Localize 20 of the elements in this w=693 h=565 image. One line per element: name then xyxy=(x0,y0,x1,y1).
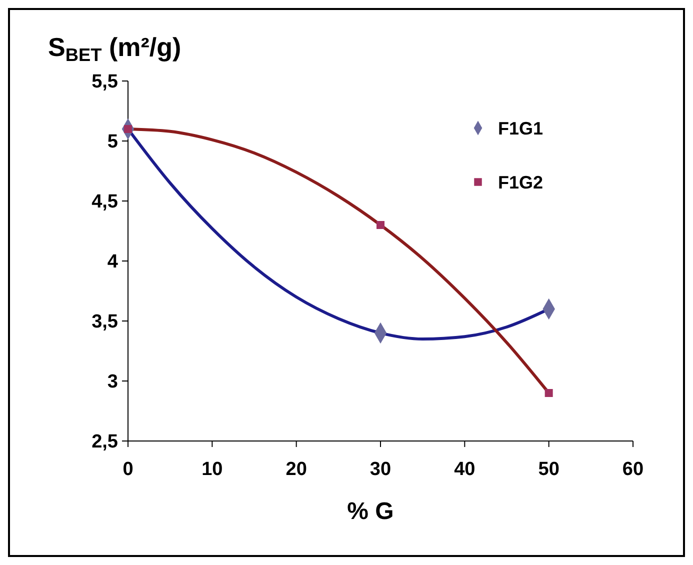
x-axis-title: % G xyxy=(347,498,394,525)
point xyxy=(544,389,553,397)
y-tick-label: 3 xyxy=(107,372,118,393)
y-tick-label: 5,5 xyxy=(92,72,118,93)
x-tick-label: 40 xyxy=(454,459,476,480)
y-axis-title: S$_{BET}$ (m²/g) xyxy=(48,32,182,66)
point xyxy=(376,221,384,229)
x-tick-label: 0 xyxy=(122,459,134,480)
x-tick-label: 30 xyxy=(370,459,392,480)
x-tick-label: 60 xyxy=(622,459,644,480)
y-tick-label: 4 xyxy=(107,252,118,273)
y-tick-label: 4,5 xyxy=(92,192,118,213)
y-tick-label: 2,5 xyxy=(92,432,118,453)
y-tick-label: 5 xyxy=(107,132,118,153)
legend-label: F1G1 xyxy=(498,118,544,138)
legend-label: F1G2 xyxy=(498,172,544,192)
y-tick-label: 3,5 xyxy=(92,312,118,333)
x-tick-label: 50 xyxy=(538,459,560,480)
x-tick-label: 20 xyxy=(286,459,307,480)
x-tick-label: 10 xyxy=(202,459,223,480)
